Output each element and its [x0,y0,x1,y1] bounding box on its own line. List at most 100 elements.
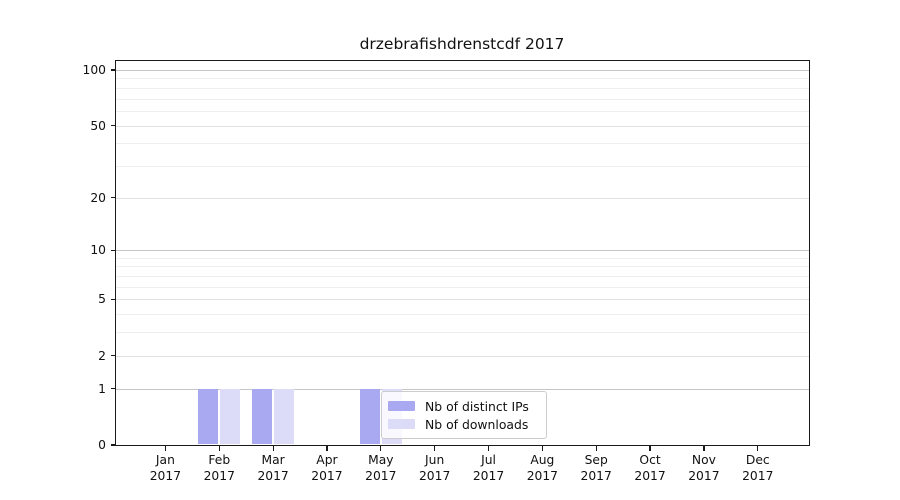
x-tick-mark-dec [757,446,759,451]
month-name: Oct [639,453,661,467]
month-year: 2017 [688,469,720,483]
month-name: Apr [316,453,338,467]
x-tick-mark-oct [649,446,651,451]
month-name: Nov [691,453,716,467]
x-tick-mark-mar [272,446,274,451]
x-tick-label-nov: Nov 2017 [672,452,736,484]
month-name: Jul [481,453,496,467]
y-tick-mark-10 [110,249,115,251]
x-tick-mark-nov [703,446,705,451]
y-tick-mark-5 [110,298,115,301]
spine-right [809,60,811,445]
x-tick-mark-feb [218,446,220,451]
legend-item-downloads: Nb of downloads [388,417,540,432]
x-tick-mark-may [380,446,382,451]
month-name: Sep [584,453,608,467]
month-year: 2017 [311,469,343,483]
y-tick-mark-50 [110,124,115,127]
x-tick-label-mar: Mar 2017 [241,452,305,484]
month-name: Jan [155,453,175,467]
month-year: 2017 [203,469,235,483]
month-year: 2017 [149,469,182,483]
gridline-y-100 [115,70,809,71]
month-name: Feb [208,453,231,467]
x-tick-label-feb: Feb 2017 [187,452,251,484]
gridline-y-5 [115,299,809,301]
bar-downloads-month-3 [274,388,295,444]
spine-top [115,60,811,62]
x-tick-label-jun: Jun 2017 [403,452,467,484]
y-tick-label-1: 1 [98,381,106,396]
x-tick-label-jul: Jul 2017 [457,452,521,484]
month-name: Mar [261,453,285,467]
gridline-y-7 [115,276,809,278]
month-name: May [368,453,394,467]
legend-swatch-icon [388,400,415,412]
y-tick-label-0: 0 [98,438,106,452]
bar-downloads-month-2 [220,388,241,444]
month-year: 2017 [580,469,612,483]
y-tick-mark-2 [110,355,115,357]
month-year: 2017 [526,469,558,483]
x-tick-mark-jun [434,446,436,451]
y-tick-label-50: 50 [90,118,106,133]
gridline-y-50 [115,125,809,127]
x-tick-label-may: May 2017 [349,452,413,484]
month-year: 2017 [365,469,397,483]
bar-distinct-ips-month-5 [359,388,380,444]
y-tick-label-20: 20 [90,190,106,205]
plot-area [115,60,809,445]
gridline-y-20 [115,197,809,199]
legend: Nb of distinct IPs Nb of downloads [381,391,547,439]
gridline-y-3 [115,332,809,334]
y-tick-mark-0 [110,444,115,446]
x-tick-label-aug: Aug 2017 [510,452,574,484]
month-year: 2017 [742,469,774,483]
gridline-y-1 [115,388,809,390]
x-tick-label-sep: Sep 2017 [564,452,628,484]
spine-bottom [115,445,811,447]
gridline-y-90 [115,78,809,80]
spine-left [115,60,117,445]
x-tick-mark-sep [595,446,597,451]
y-tick-mark-100 [110,69,115,71]
x-tick-label-jan: Jan 2017 [133,452,197,484]
month-name: Dec [745,453,770,467]
bar-distinct-ips-month-2 [198,388,219,444]
legend-label: Nb of distinct IPs [425,398,529,414]
gridline-y-80 [115,87,809,89]
y-tick-label-10: 10 [90,243,106,258]
y-tick-label-2: 2 [98,348,106,363]
bar-distinct-ips-month-3 [252,388,273,444]
gridline-y-6 [115,286,809,288]
gridline-y-9 [115,257,809,259]
legend-label: Nb of downloads [425,416,529,432]
month-name: Aug [530,453,555,467]
month-name: Jun [425,453,445,467]
x-tick-mark-jul [487,446,490,451]
x-tick-label-oct: Oct 2017 [618,452,682,484]
y-tick-label-5: 5 [98,292,106,307]
month-year: 2017 [257,469,289,483]
legend-swatch-icon [388,418,415,430]
gridline-y-60 [115,110,809,112]
y-tick-label-100: 100 [82,63,106,77]
y-tick-mark-20 [110,197,115,199]
y-tick-mark-1 [110,388,115,390]
x-tick-mark-apr [326,446,328,451]
gridline-y-40 [115,143,809,145]
gridline-y-70 [115,98,809,100]
gridline-y-10 [115,250,809,252]
legend-item-distinct-ips: Nb of distinct IPs [388,399,540,414]
x-tick-mark-jan [164,446,167,451]
chart-title: drzebrafishdrenstcdf 2017 [359,35,565,53]
gridline-y-30 [115,165,809,167]
x-tick-label-dec: Dec 2017 [726,452,790,484]
gridline-y-4 [115,314,809,316]
x-tick-label-apr: Apr 2017 [295,452,359,484]
gridline-y-2 [115,355,809,357]
gridline-y-8 [115,266,809,268]
month-year: 2017 [472,469,505,483]
month-year: 2017 [418,469,451,483]
